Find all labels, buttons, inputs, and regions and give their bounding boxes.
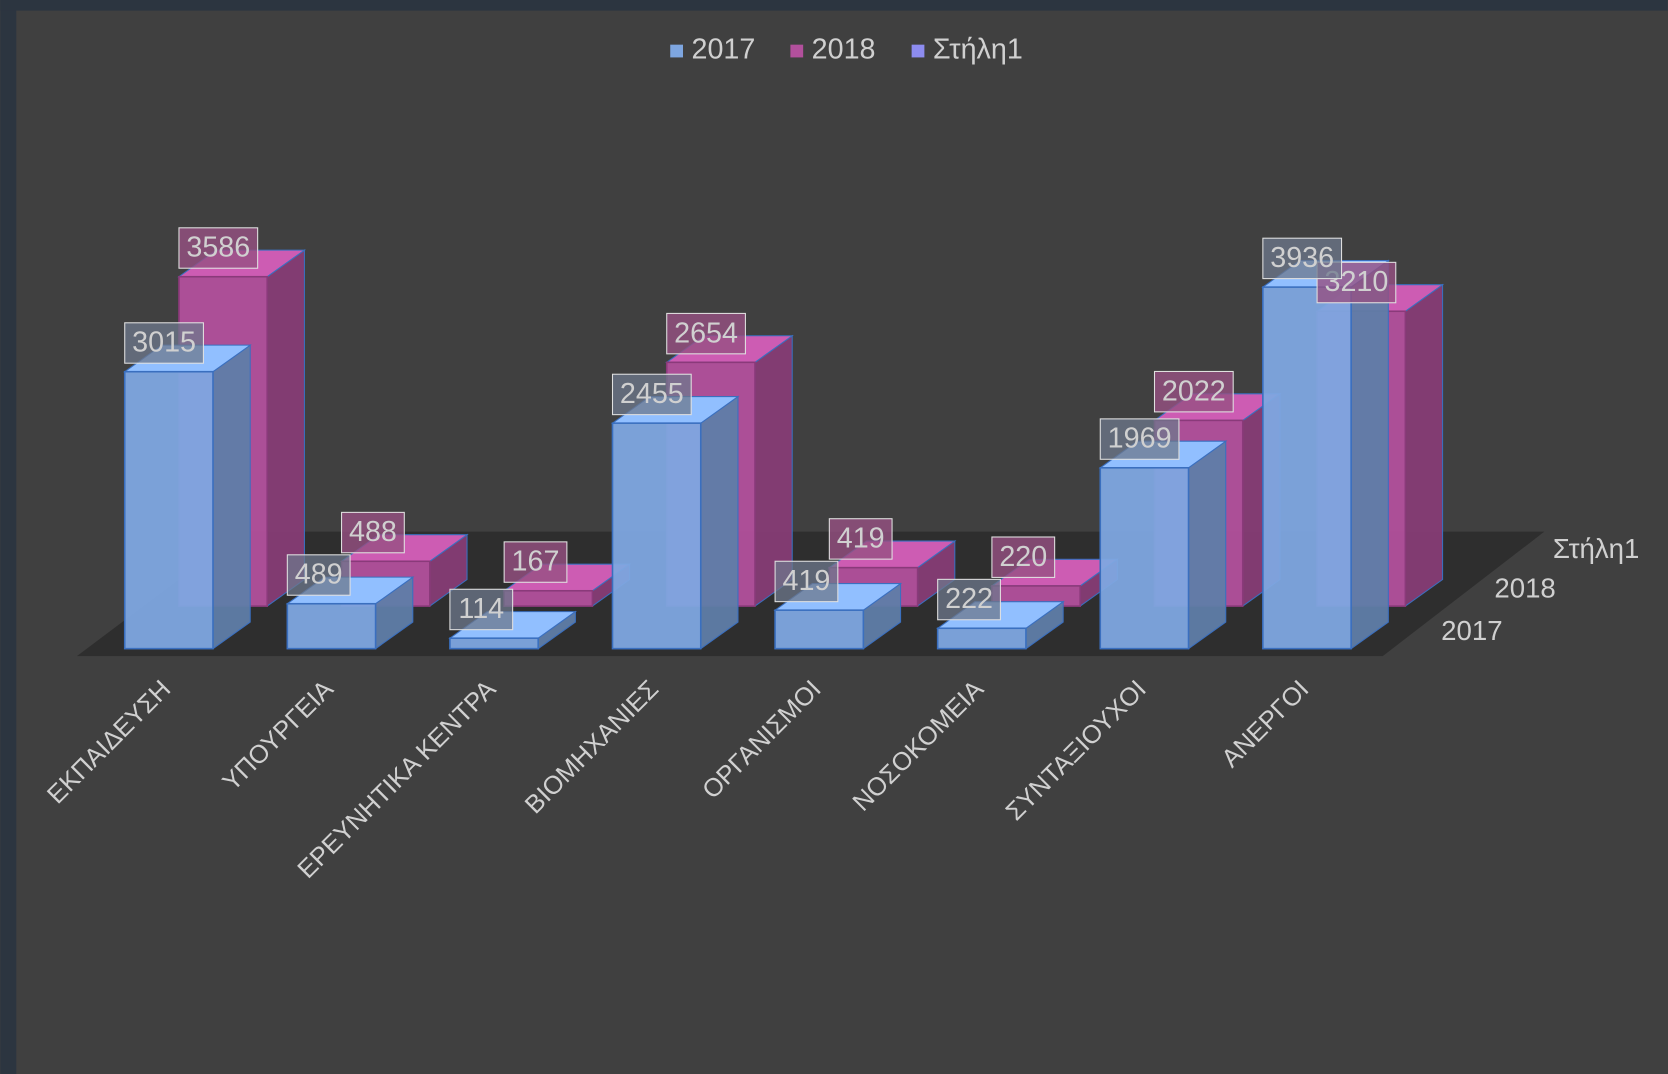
legend-label: 2017 bbox=[692, 34, 756, 66]
data-label-box bbox=[1099, 418, 1180, 460]
data-label-box bbox=[503, 541, 568, 583]
data-label: 167 bbox=[512, 546, 560, 578]
data-label: 1969 bbox=[1108, 423, 1172, 455]
bar-3d bbox=[285, 576, 415, 650]
data-label-box bbox=[1153, 370, 1234, 413]
bar bbox=[1262, 286, 1352, 650]
data-label: 419 bbox=[783, 565, 831, 597]
data-label: 488 bbox=[349, 516, 397, 548]
bar-side bbox=[1187, 440, 1227, 650]
data-label-box bbox=[286, 554, 351, 596]
legend-swatch bbox=[670, 44, 684, 58]
data-label-box bbox=[1262, 237, 1343, 280]
data-label-box bbox=[449, 588, 514, 631]
data-label-box bbox=[611, 373, 692, 416]
data-label: 3015 bbox=[132, 327, 196, 359]
data-label: 3586 bbox=[186, 232, 250, 264]
bar bbox=[936, 627, 1027, 650]
data-label-box bbox=[341, 511, 405, 554]
legend-label: 2018 bbox=[812, 34, 876, 66]
bar bbox=[123, 370, 214, 650]
depth-axis-label: 2018 bbox=[1494, 572, 1555, 603]
bar-side bbox=[1404, 283, 1444, 608]
bar bbox=[1099, 466, 1190, 650]
data-label-box bbox=[991, 536, 1056, 578]
data-label-box bbox=[124, 322, 204, 364]
depth-axis-label: Στήλη1 bbox=[1553, 533, 1640, 564]
data-label: 2654 bbox=[674, 317, 738, 349]
depth-axis-label: 2017 bbox=[1441, 615, 1502, 646]
data-label-box bbox=[666, 312, 746, 355]
bar bbox=[286, 602, 377, 650]
data-label: 3936 bbox=[1270, 242, 1334, 274]
bar-side bbox=[212, 344, 251, 650]
bar-side bbox=[700, 395, 739, 650]
bar-3d bbox=[1098, 440, 1228, 650]
data-label: 2455 bbox=[620, 378, 684, 410]
data-label: 114 bbox=[458, 593, 504, 625]
bar-side bbox=[266, 249, 305, 608]
data-label: 222 bbox=[945, 583, 993, 615]
data-label: 419 bbox=[837, 523, 885, 555]
data-label: 2022 bbox=[1162, 375, 1226, 407]
data-label: 489 bbox=[295, 559, 343, 591]
data-label-box bbox=[774, 560, 839, 603]
frame-top bbox=[0, 0, 1668, 11]
bar-3d bbox=[1261, 259, 1390, 650]
data-label-box bbox=[828, 518, 893, 560]
legend-swatch bbox=[911, 44, 925, 58]
frame-left bbox=[0, 0, 17, 1074]
legend-label: Στήλη1 bbox=[933, 34, 1023, 66]
legend-swatch bbox=[790, 44, 804, 58]
data-label: 220 bbox=[999, 541, 1047, 573]
bar-3d bbox=[610, 395, 740, 650]
bar-3d bbox=[123, 344, 252, 650]
bar bbox=[503, 589, 594, 607]
bar bbox=[611, 422, 702, 650]
data-label-box bbox=[178, 227, 259, 269]
bar bbox=[449, 637, 539, 650]
data-label-box bbox=[937, 578, 1001, 621]
bar bbox=[774, 609, 865, 650]
bar-side bbox=[1350, 259, 1389, 650]
